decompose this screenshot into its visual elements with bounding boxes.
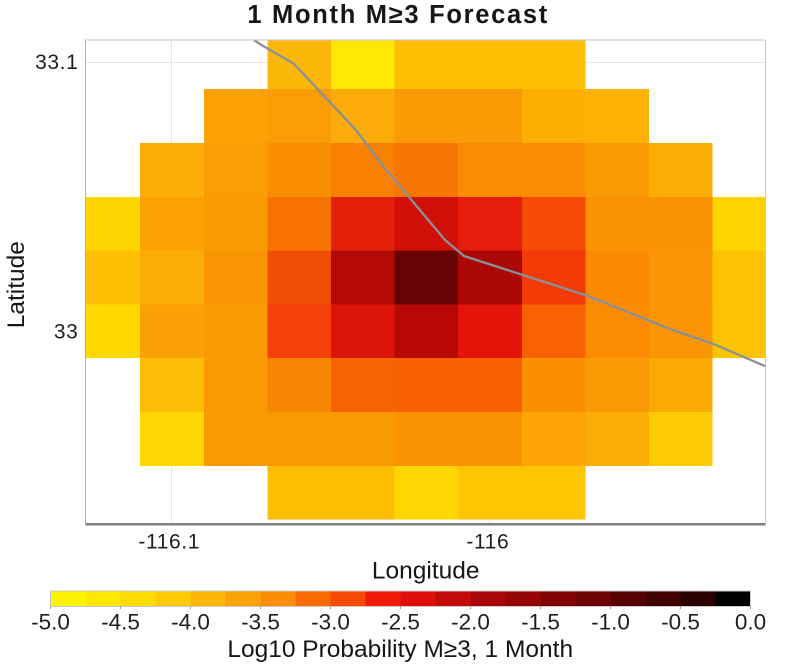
svg-text:-2.5: -2.5: [381, 610, 420, 635]
svg-text:-1.5: -1.5: [521, 610, 560, 635]
svg-text:-3.5: -3.5: [241, 610, 280, 635]
svg-text:-116: -116: [466, 531, 509, 554]
svg-text:-3.0: -3.0: [311, 610, 350, 635]
svg-text:-5.0: -5.0: [31, 610, 70, 635]
svg-text:-116.1: -116.1: [138, 531, 200, 554]
svg-text:Log10 Probability M≥3, 1 Month: Log10 Probability M≥3, 1 Month: [227, 636, 573, 663]
svg-text:Longitude: Longitude: [372, 558, 480, 585]
svg-text:33.1: 33.1: [35, 51, 78, 74]
svg-text:-4.5: -4.5: [101, 610, 140, 635]
svg-text:33: 33: [54, 320, 79, 343]
svg-text:0.0: 0.0: [735, 610, 766, 635]
svg-text:1 Month M≥3 Forecast: 1 Month M≥3 Forecast: [247, 1, 549, 29]
svg-text:Latitude: Latitude: [3, 241, 30, 328]
svg-text:-1.0: -1.0: [591, 610, 630, 635]
svg-text:-0.5: -0.5: [661, 610, 700, 635]
svg-text:-2.0: -2.0: [451, 610, 490, 635]
svg-text:-4.0: -4.0: [171, 610, 210, 635]
